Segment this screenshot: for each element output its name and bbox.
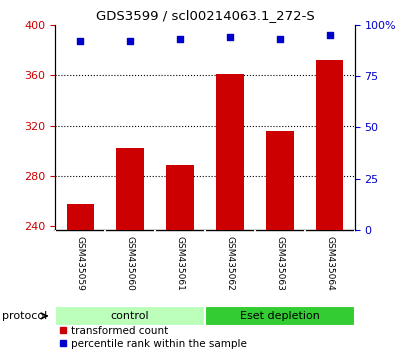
Bar [265, 131, 293, 230]
Bar [66, 204, 94, 230]
Text: GSM435060: GSM435060 [126, 236, 134, 291]
Bar [116, 148, 144, 230]
Bar [216, 74, 243, 230]
Text: GDS3599 / scl00214063.1_272-S: GDS3599 / scl00214063.1_272-S [95, 9, 314, 22]
Bar [204, 306, 354, 326]
Point [176, 36, 183, 42]
Bar [315, 60, 343, 230]
Point [326, 32, 332, 38]
Text: Eset depletion: Eset depletion [239, 311, 319, 321]
Legend: transformed count, percentile rank within the sample: transformed count, percentile rank withi… [58, 326, 246, 349]
Text: GSM435061: GSM435061 [175, 236, 184, 291]
Point [127, 38, 133, 44]
Text: GSM435063: GSM435063 [275, 236, 283, 291]
Text: GSM435062: GSM435062 [225, 236, 234, 291]
Bar [55, 306, 204, 326]
Point [276, 36, 282, 42]
Bar [166, 165, 193, 230]
Point [77, 38, 83, 44]
Text: control: control [110, 311, 149, 321]
Point [226, 34, 233, 40]
Text: GSM435059: GSM435059 [76, 236, 85, 291]
Text: protocol: protocol [2, 311, 47, 321]
Text: GSM435064: GSM435064 [324, 236, 333, 291]
